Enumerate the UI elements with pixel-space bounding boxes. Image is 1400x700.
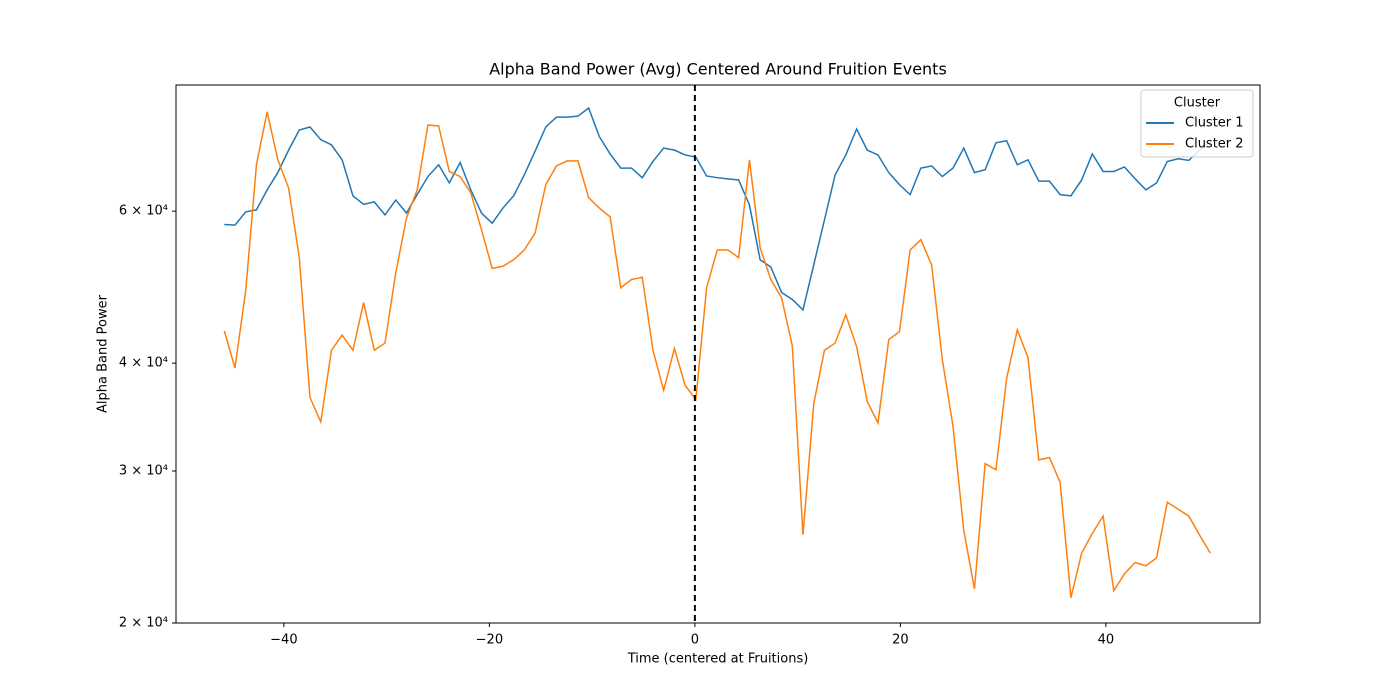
line-series <box>224 106 1211 312</box>
y-axis-label: Alpha Band Power <box>96 294 111 413</box>
x-tick-label: −20 <box>476 633 503 648</box>
x-axis-label: Time (centered at Fruitions) <box>627 652 809 667</box>
legend-box <box>1140 89 1254 158</box>
chart-title: Alpha Band Power (Avg) Centered Around F… <box>489 60 947 79</box>
legend-label: Cluster 1 <box>1185 116 1244 131</box>
y-tick-label: 4 × 10⁴ <box>119 356 168 371</box>
line-series <box>223 111 1211 598</box>
y-tick-label: 6 × 10⁴ <box>119 204 168 219</box>
x-tick-label: 20 <box>892 633 909 648</box>
legend-label: Cluster 2 <box>1185 137 1244 152</box>
legend-title: Cluster <box>1174 96 1221 111</box>
x-tick-label: −40 <box>270 633 297 648</box>
x-tick-label: 0 <box>691 633 699 648</box>
y-tick-label: 2 × 10⁴ <box>119 616 168 631</box>
x-tick-label: 40 <box>1098 633 1115 648</box>
plot-frame <box>175 84 1261 624</box>
y-tick-label: 3 × 10⁴ <box>119 463 168 478</box>
